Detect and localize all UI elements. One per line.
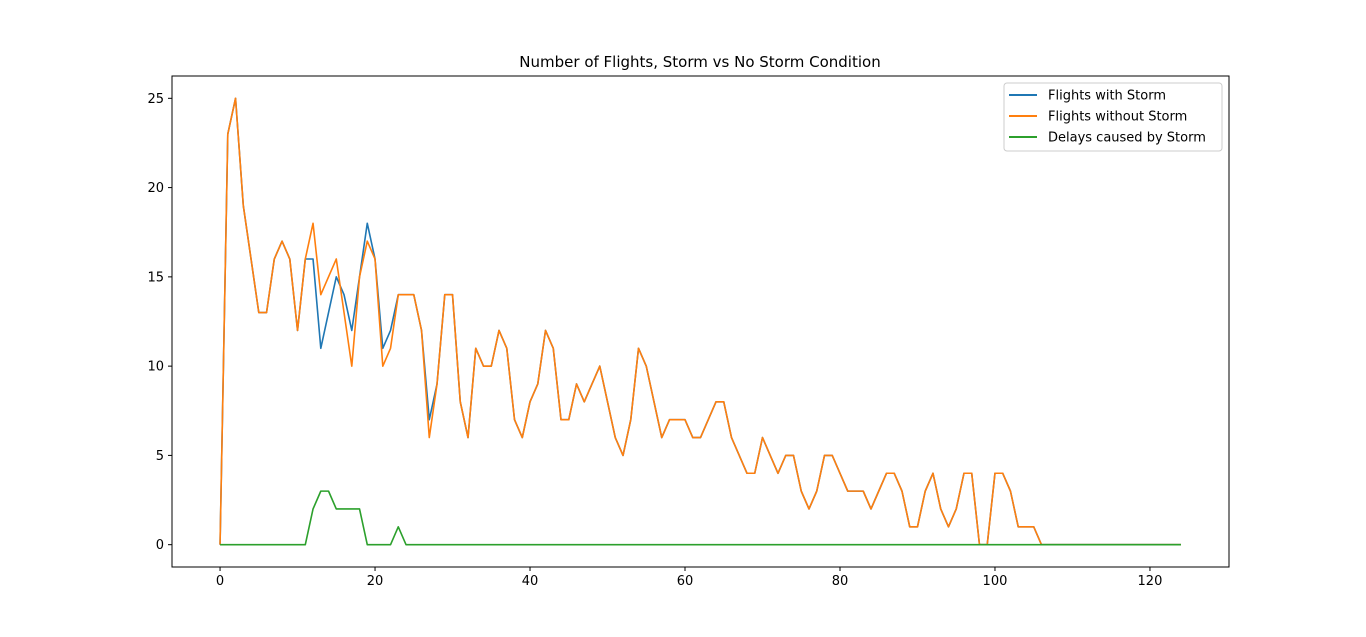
legend: Flights with Storm Flights without Storm D… xyxy=(1003,82,1223,152)
legend-label-flights-without-storm: Flights without Storm xyxy=(1048,110,1187,125)
plot-frame xyxy=(171,75,1230,568)
x-tick-label: 0 xyxy=(216,574,224,589)
y-tick-label: 20 xyxy=(147,181,164,196)
x-tick-label: 20 xyxy=(367,574,384,589)
x-tick-label: 120 xyxy=(1138,574,1163,589)
y-tick-label: 10 xyxy=(147,360,164,375)
x-tick-label: 100 xyxy=(983,574,1008,589)
series-layer xyxy=(219,97,1181,546)
series-line-delays-caused-by-storm xyxy=(220,490,1181,546)
legend-label-delays-caused-by-storm: Delays caused by Storm xyxy=(1048,131,1206,146)
y-tick-label: 5 xyxy=(156,449,164,464)
plot-area xyxy=(172,76,1229,567)
x-tick-label: 40 xyxy=(522,574,539,589)
x-tick-label: 80 xyxy=(832,574,849,589)
y-tick-label: 0 xyxy=(156,538,164,553)
y-tick-label: 25 xyxy=(147,92,164,107)
x-axis: 0 20 40 60 80 100 120 xyxy=(216,567,1162,589)
legend-label-flights-with-storm: Flights with Storm xyxy=(1048,89,1166,104)
y-tick-label: 15 xyxy=(147,270,164,285)
y-axis: 0 5 10 15 20 25 xyxy=(147,92,172,553)
legend-box xyxy=(1003,82,1223,152)
series-line-flights-without-storm xyxy=(219,97,1181,546)
chart-title: Number of Flights, Storm vs No Storm Con… xyxy=(519,53,880,71)
x-tick-label: 60 xyxy=(677,574,694,589)
